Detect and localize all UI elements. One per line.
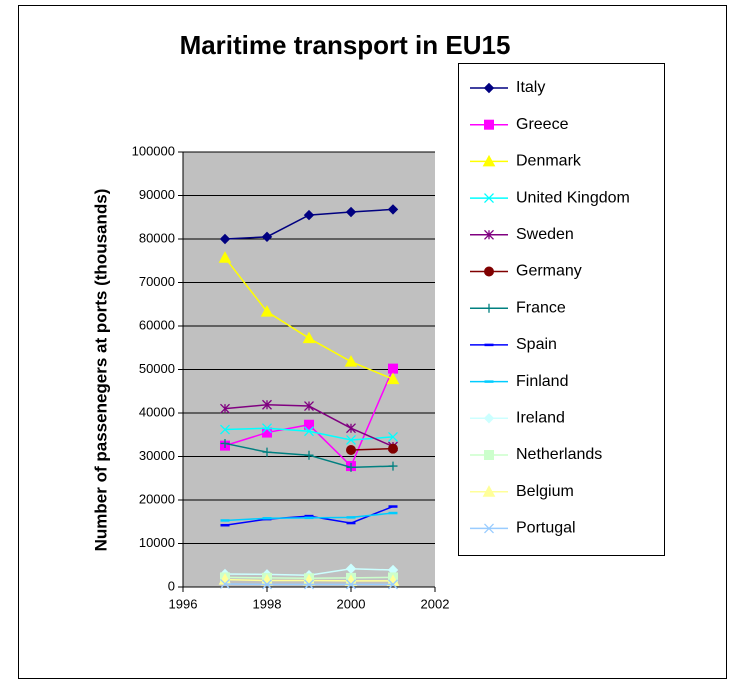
legend-label: Portugal [516,520,576,537]
legend-label: Germany [516,263,582,280]
y-tick-label: 90000 [139,187,175,202]
y-tick-label: 20000 [139,491,175,506]
legend-label: United Kingdom [516,189,630,206]
y-tick-label: 0 [168,578,175,593]
x-tick-label: 2002 [421,596,450,611]
marker [347,445,356,454]
legend-label: Denmark [516,153,582,170]
marker [389,364,398,373]
legend-label: Sweden [516,226,574,243]
y-tick-label: 80000 [139,230,175,245]
marker [389,444,398,453]
legend-label: Netherlands [516,446,602,463]
x-tick-label: 1996 [169,596,198,611]
y-tick-label: 70000 [139,274,175,289]
y-tick-label: 10000 [139,535,175,550]
chart-title: Maritime transport in EU15 [180,30,511,60]
y-axis-label: Number of passenegers at ports (thousand… [91,189,110,552]
legend-label: Greece [516,116,569,133]
legend-label: France [516,299,566,316]
legend-label: Spain [516,336,557,353]
y-tick-label: 100000 [132,143,175,158]
legend-label: Italy [516,79,545,96]
marker [263,428,272,437]
y-tick-label: 60000 [139,317,175,332]
legend-label: Finland [516,373,568,390]
marker [485,120,494,129]
y-tick-label: 50000 [139,361,175,376]
y-tick-label: 40000 [139,404,175,419]
marker [485,267,494,276]
legend-label: Ireland [516,410,565,427]
legend-label: Belgium [516,483,574,500]
marker [485,451,494,460]
x-tick-label: 1998 [253,596,282,611]
y-tick-label: 30000 [139,448,175,463]
x-tick-label: 2000 [337,596,366,611]
